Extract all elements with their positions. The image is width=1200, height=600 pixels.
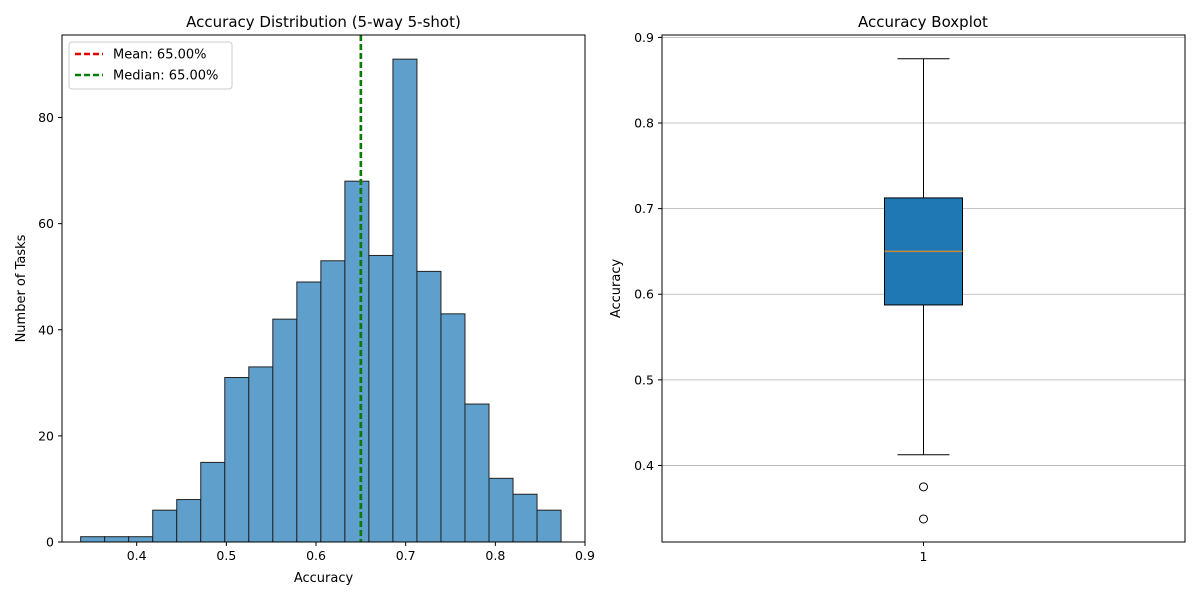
x-tick-label: 0.9 (575, 548, 595, 563)
legend-mean-label: Mean: 65.00% (113, 48, 207, 63)
histogram-bar (272, 318, 298, 543)
histogram-x-ticks: 0.4 0.5 0.6 0.7 0.8 0.9 (127, 542, 595, 563)
histogram-bar (440, 313, 466, 543)
outlier-point (919, 514, 928, 524)
y-tick-label: 80 (38, 110, 54, 125)
x-tick-label: 0.4 (127, 548, 147, 563)
x-tick-label: 0.6 (306, 548, 326, 563)
x-tick-label: 0.8 (485, 548, 505, 563)
histogram-bar (224, 377, 250, 543)
histogram-bar (104, 536, 130, 543)
histogram-bar (512, 493, 538, 543)
y-tick-label: 20 (38, 428, 54, 443)
histogram-bar (488, 477, 514, 543)
legend-box (68, 41, 233, 90)
boxplot-y-ticks: 0.4 0.5 0.6 0.7 0.8 0.9 (634, 30, 662, 473)
boxplot-chart: Accuracy Boxplot 0.4 0.5 0.6 0.7 0.8 0.9 1 Ac… (609, 13, 1186, 564)
y-tick-label: 40 (38, 322, 54, 337)
histogram-bar (128, 536, 154, 543)
histogram-bar (152, 509, 178, 543)
x-tick-label: 0.5 (216, 548, 236, 563)
histogram-bar (464, 403, 490, 543)
histogram-x-axis-label: Accuracy (294, 571, 354, 586)
outlier-point (919, 482, 928, 492)
histogram-bar (320, 260, 346, 543)
histogram-y-axis-label: Number of Tasks (14, 234, 29, 342)
y-tick-label: 0.6 (634, 287, 654, 302)
histogram-legend: Mean: 65.00% Median: 65.00% (68, 41, 233, 90)
x-tick-label: 0.7 (396, 548, 416, 563)
y-tick-label: 0.8 (634, 116, 654, 131)
boxplot-y-axis-label: Accuracy (609, 259, 624, 319)
y-tick-label: 0.5 (634, 372, 654, 387)
histogram-bar (80, 536, 106, 543)
histogram-y-ticks: 0 20 40 60 80 (38, 110, 62, 550)
y-tick-label: 60 (38, 216, 54, 231)
histogram-bar (368, 254, 394, 543)
histogram-bar (392, 58, 418, 543)
boxplot-shapes (884, 58, 963, 524)
y-tick-label: 0.4 (634, 458, 654, 473)
legend-median-label: Median: 65.00% (113, 69, 218, 84)
histogram-bar (416, 270, 442, 543)
histogram-title: Accuracy Distribution (5-way 5-shot) (186, 13, 461, 31)
histogram-bars (80, 58, 562, 543)
x-tick-label: 1 (920, 549, 928, 564)
histogram-bar (200, 461, 226, 543)
boxplot-x-ticks: 1 (920, 542, 928, 564)
histogram-chart: Accuracy Distribution (5-way 5-shot) 0.4… (14, 13, 595, 586)
boxplot-title: Accuracy Boxplot (858, 13, 988, 31)
histogram-bar (248, 366, 274, 543)
histogram-bar (176, 499, 202, 543)
histogram-frame (61, 34, 586, 543)
y-tick-label: 0.7 (634, 201, 654, 216)
histogram-bar (344, 180, 370, 543)
y-tick-label: 0.9 (634, 30, 654, 45)
y-tick-label: 0 (46, 535, 54, 550)
histogram-bar (296, 281, 322, 543)
histogram-bar (536, 509, 562, 543)
